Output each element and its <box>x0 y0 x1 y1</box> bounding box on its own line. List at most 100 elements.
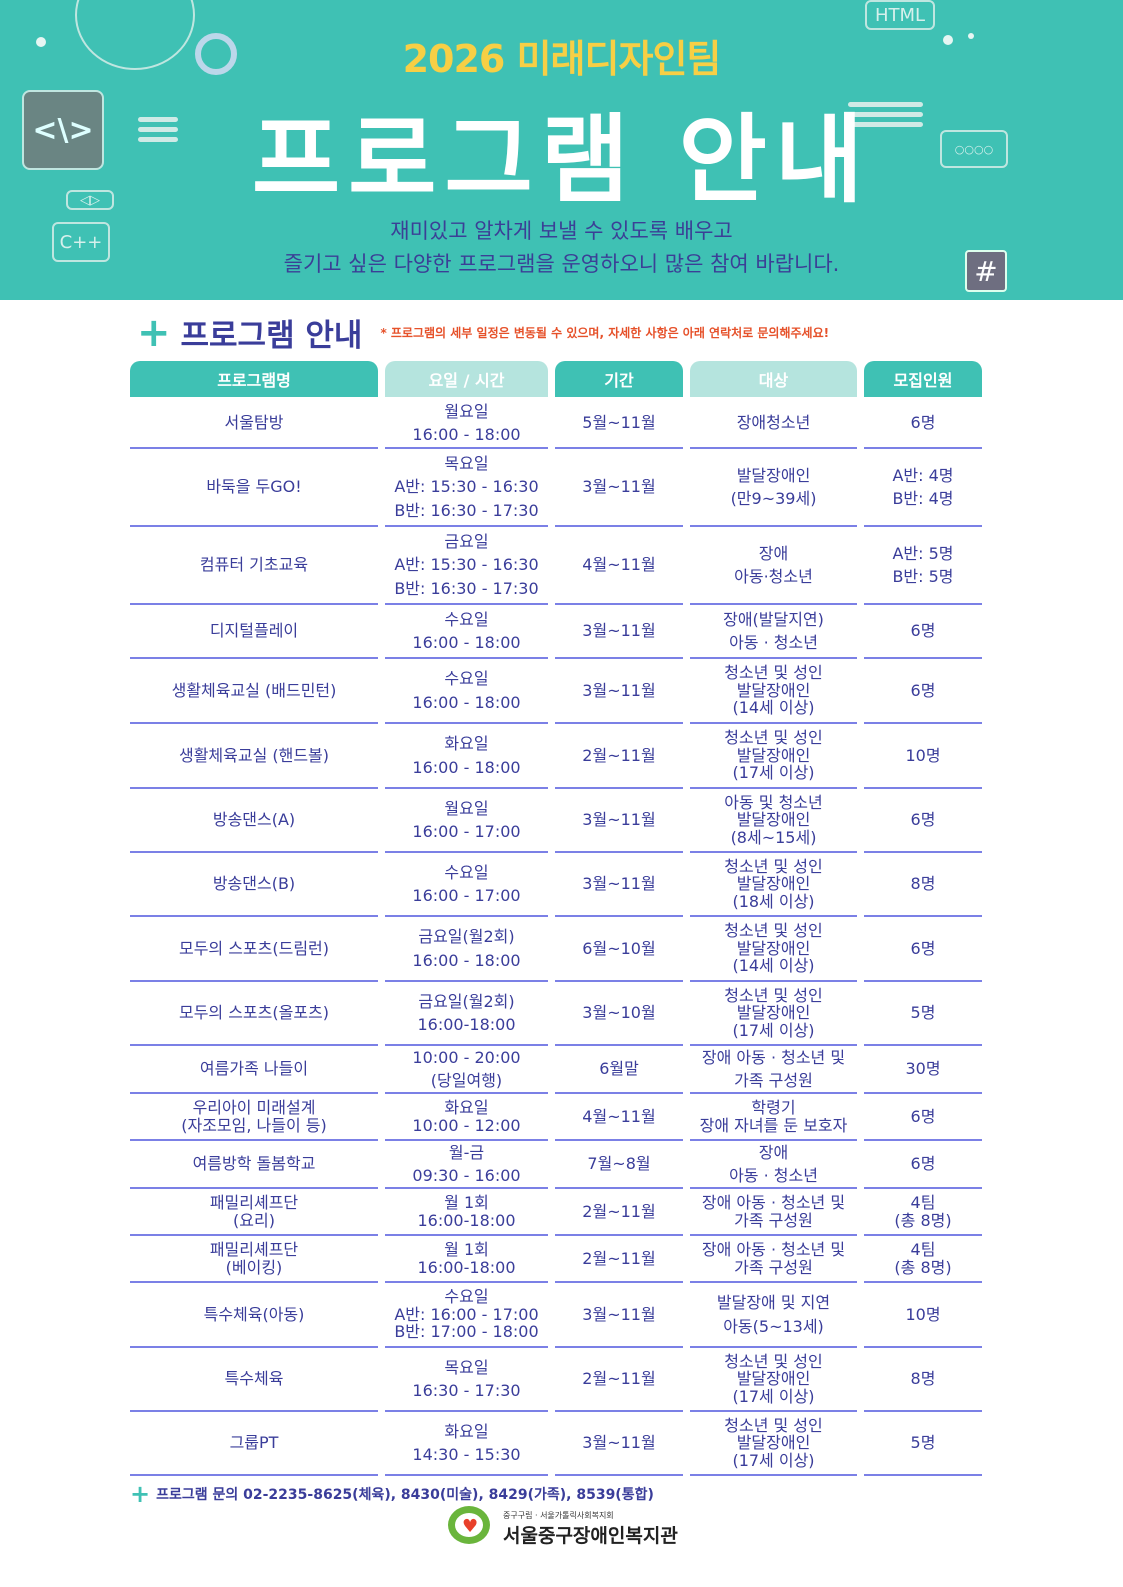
cell-program-name: 방송댄스(B) <box>130 853 378 917</box>
cell-program-name: 그룹PT <box>130 1412 378 1476</box>
cell-period: 3월~11월 <box>555 449 683 527</box>
cell-day-time: 월 1회 16:00-18:00 <box>385 1189 548 1236</box>
cell-target: 청소년 및 성인 발달장애인 (17세 이상) <box>690 1412 857 1476</box>
cell-day-time: 수요일 16:00 - 18:00 <box>385 659 548 724</box>
column-header-capacity: 모집인원 <box>864 361 982 397</box>
text-lines-icon <box>848 102 923 127</box>
contact-text: 프로그램 문의 02-2235-8625(체육), 8430(미술), 8429… <box>156 1487 654 1503</box>
column-header-target: 대상 <box>690 361 857 397</box>
org-affiliation: 중구구립 · 서울가톨릭사회복지회 <box>503 1510 614 1520</box>
cell-program-name: 패밀리셰프단 (베이킹) <box>130 1236 378 1283</box>
cpp-icon: C++ <box>52 222 110 262</box>
cell-program-name: 컴퓨터 기초교육 <box>130 527 378 605</box>
cell-day-time: 수요일 16:00 - 18:00 <box>385 605 548 659</box>
cell-period: 2월~11월 <box>555 1236 683 1283</box>
cell-period: 5월~11월 <box>555 399 683 449</box>
cell-capacity: 8명 <box>864 853 982 917</box>
hash-icon: # <box>965 250 1007 292</box>
cell-capacity: 10명 <box>864 724 982 789</box>
cell-capacity: 6명 <box>864 917 982 982</box>
cell-capacity: A반: 5명 B반: 5명 <box>864 527 982 605</box>
cell-capacity: 4팀 (총 8명) <box>864 1189 982 1236</box>
cell-period: 3월~11월 <box>555 605 683 659</box>
cell-period: 7월~8월 <box>555 1141 683 1189</box>
cell-program-name: 우리아이 미래설계 (자조모임, 나들이 등) <box>130 1094 378 1141</box>
dot-decoration <box>968 33 974 39</box>
cell-capacity: 6명 <box>864 659 982 724</box>
cell-capacity: 6명 <box>864 399 982 449</box>
cell-day-time: 10:00 - 20:00 (당일여행) <box>385 1046 548 1094</box>
plus-icon: + <box>137 309 171 356</box>
cell-period: 3월~11월 <box>555 1412 683 1476</box>
cell-day-time: 목요일 A반: 15:30 - 16:30 B반: 16:30 - 17:30 <box>385 449 548 527</box>
html-icon: HTML <box>865 0 935 30</box>
cell-period: 3월~11월 <box>555 1283 683 1348</box>
small-gear-icon <box>195 33 237 75</box>
cell-program-name: 바둑을 두GO! <box>130 449 378 527</box>
cell-day-time: 수요일 A반: 16:00 - 17:00 B반: 17:00 - 18:00 <box>385 1283 548 1348</box>
cell-program-name: 디지털플레이 <box>130 605 378 659</box>
cell-capacity: 6명 <box>864 1094 982 1141</box>
cell-day-time: 화요일 16:00 - 18:00 <box>385 724 548 789</box>
cell-target: 청소년 및 성인 발달장애인 (18세 이상) <box>690 853 857 917</box>
organization-logo: ♥ 중구구립 · 서울가톨릭사회복지회 서울중구장애인복지관 <box>440 1506 678 1551</box>
cell-program-name: 생활체육교실 (배드민턴) <box>130 659 378 724</box>
arrows-icon: ◁▷ <box>66 190 114 210</box>
cell-capacity: 6명 <box>864 1141 982 1189</box>
cell-program-name: 특수체육(아동) <box>130 1283 378 1348</box>
cell-day-time: 화요일 10:00 - 12:00 <box>385 1094 548 1141</box>
cell-target: 장애 아동·청소년 <box>690 527 857 605</box>
cell-target: 장애(발달지연) 아동 · 청소년 <box>690 605 857 659</box>
cell-capacity: 6명 <box>864 789 982 853</box>
cell-target: 청소년 및 성인 발달장애인 (14세 이상) <box>690 917 857 982</box>
cell-target: 발달장애인 (만9~39세) <box>690 449 857 527</box>
org-name: 서울중구장애인복지관 <box>503 1524 678 1547</box>
subtitle-line-2: 즐기고 싶은 다양한 프로그램을 운영하오니 많은 참여 바랍니다. <box>283 252 840 276</box>
cell-capacity: 5명 <box>864 982 982 1046</box>
cell-period: 4월~11월 <box>555 1094 683 1141</box>
cell-capacity: 10명 <box>864 1283 982 1348</box>
cell-capacity: 30명 <box>864 1046 982 1094</box>
cell-day-time: 화요일 14:30 - 15:30 <box>385 1412 548 1476</box>
cell-day-time: 금요일(월2회) 16:00-18:00 <box>385 982 548 1046</box>
cell-period: 3월~11월 <box>555 789 683 853</box>
logo-heart-icon: ♥ <box>440 1506 495 1551</box>
cell-period: 2월~11월 <box>555 1189 683 1236</box>
dot-decoration <box>36 37 46 47</box>
column-header-period: 기간 <box>555 361 683 397</box>
cell-capacity: 6명 <box>864 605 982 659</box>
cell-target: 청소년 및 성인 발달장애인 (17세 이상) <box>690 1348 857 1412</box>
cell-target: 장애청소년 <box>690 399 857 449</box>
schedule-notice: * 프로그램의 세부 일정은 변동될 수 있으며, 자세한 사항은 아래 연락처… <box>380 326 830 340</box>
plus-icon: + <box>130 1480 151 1508</box>
cell-target: 장애 아동 · 청소년 <box>690 1141 857 1189</box>
dot-decoration <box>943 35 953 45</box>
cell-day-time: 월 1회 16:00-18:00 <box>385 1236 548 1283</box>
cell-target: 청소년 및 성인 발달장애인 (17세 이상) <box>690 724 857 789</box>
cell-program-name: 특수체육 <box>130 1348 378 1412</box>
cell-program-name: 여름방학 돌봄학교 <box>130 1141 378 1189</box>
cell-program-name: 패밀리셰프단 (요리) <box>130 1189 378 1236</box>
cell-period: 6월말 <box>555 1046 683 1094</box>
cell-capacity: 5명 <box>864 1412 982 1476</box>
cell-program-name: 모두의 스포츠(드림런) <box>130 917 378 982</box>
cell-day-time: 월요일 16:00 - 17:00 <box>385 789 548 853</box>
cell-period: 2월~11월 <box>555 724 683 789</box>
cell-capacity: 8명 <box>864 1348 982 1412</box>
code-icon: <\> <box>22 90 104 170</box>
cell-day-time: 수요일 16:00 - 17:00 <box>385 853 548 917</box>
column-header-program-name: 프로그램명 <box>130 361 378 397</box>
cell-program-name: 모두의 스포츠(올포츠) <box>130 982 378 1046</box>
menu-lines-icon <box>138 117 178 142</box>
section-header: + 프로그램 안내 * 프로그램의 세부 일정은 변동될 수 있으며, 자세한 … <box>137 310 829 355</box>
chat-bubble-icon: ○○○○ <box>940 130 1008 168</box>
contact-info: + 프로그램 문의 02-2235-8625(체육), 8430(미술), 84… <box>130 1482 654 1506</box>
section-title: 프로그램 안내 <box>180 318 363 354</box>
cell-program-name: 여름가족 나들이 <box>130 1046 378 1094</box>
cell-period: 4월~11월 <box>555 527 683 605</box>
page-title: 프로그램 안내 <box>251 104 872 216</box>
cell-target: 장애 아동 · 청소년 및 가족 구성원 <box>690 1189 857 1236</box>
cell-period: 6월~10월 <box>555 917 683 982</box>
cell-period: 2월~11월 <box>555 1348 683 1412</box>
cell-program-name: 생활체육교실 (핸드볼) <box>130 724 378 789</box>
